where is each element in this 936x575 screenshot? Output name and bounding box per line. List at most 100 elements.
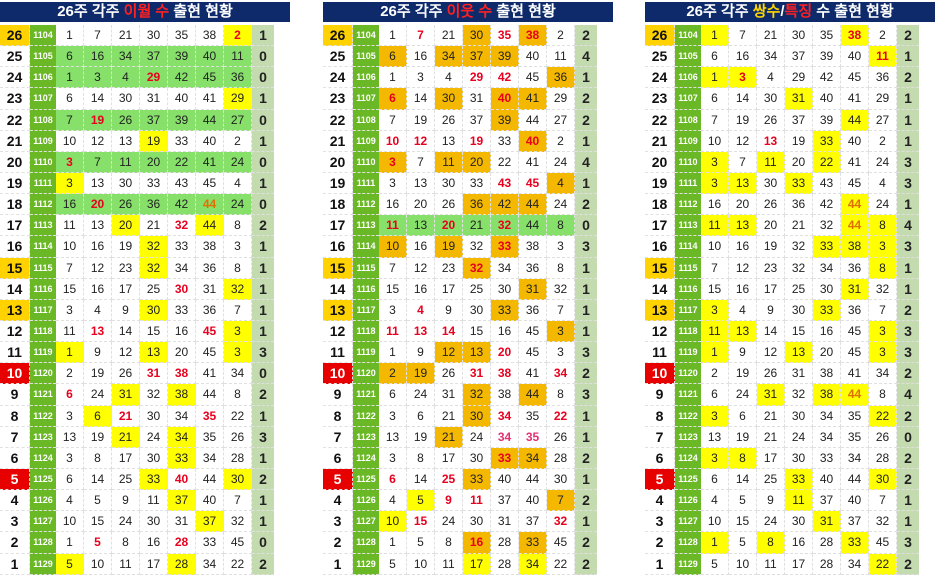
drawn-number: 10 xyxy=(701,236,729,258)
title-emphasis: 이웃 수 xyxy=(446,3,493,20)
title-pre: 26주 각주 xyxy=(57,3,124,20)
week-rank: 3 xyxy=(0,511,30,533)
drawn-number: 14 xyxy=(407,468,435,491)
week-rank: 1 xyxy=(323,553,353,575)
drawn-number: 31 xyxy=(112,384,140,406)
drawn-number: 19 xyxy=(463,130,491,152)
table-row: 17 1113 11 13 20 21 32 44 8 0 xyxy=(323,215,613,237)
drawn-number: 1 xyxy=(379,532,407,554)
drawn-number: 42 xyxy=(168,67,196,89)
drawn-number: 32 xyxy=(785,257,813,279)
drawn-number: 17 xyxy=(757,447,785,469)
drawn-number: 12 xyxy=(84,257,112,279)
week-rank: 24 xyxy=(645,67,675,89)
week-rank: 10 xyxy=(645,363,675,385)
drawn-number: 41 xyxy=(519,88,547,110)
drawn-number: 10 xyxy=(56,511,84,533)
draw-number: 1127 xyxy=(675,511,701,533)
draw-number: 1111 xyxy=(353,172,379,195)
drawn-number: 3 xyxy=(701,172,729,195)
drawn-number: 31 xyxy=(841,278,869,300)
appearance-count: 1 xyxy=(252,236,274,258)
drawn-number: 26 xyxy=(757,109,785,131)
drawn-number: 16 xyxy=(379,194,407,216)
drawn-number: 13 xyxy=(463,342,491,364)
drawn-number: 3 xyxy=(56,447,84,469)
drawn-number: 7 xyxy=(379,257,407,279)
drawn-number: 4 xyxy=(757,67,785,89)
draw-number: 1117 xyxy=(30,299,56,321)
drawn-number: 5 xyxy=(56,553,84,575)
week-rank: 2 xyxy=(645,532,675,554)
drawn-number: 1 xyxy=(701,67,729,89)
table-row: 19 1111 3 13 30 33 43 45 4 1 xyxy=(323,172,613,195)
drawn-number: 13 xyxy=(112,130,140,152)
table-row: 20 1110 3 7 11 20 22 41 24 4 xyxy=(323,151,613,173)
drawn-number: 4 xyxy=(112,67,140,89)
drawn-number: 28 xyxy=(168,532,196,554)
panel-neighbor: 26주 각주 이웃 수 출현 현황 26 1104 1 7 21 30 35 38 2 2 25 11… xyxy=(323,2,613,575)
bonus-number: 28 xyxy=(224,447,252,469)
drawn-number: 12 xyxy=(407,257,435,279)
appearance-count: 2 xyxy=(575,532,597,554)
week-rank: 11 xyxy=(323,342,353,364)
week-rank: 19 xyxy=(0,172,30,195)
drawn-number: 3 xyxy=(729,67,757,89)
drawn-number: 31 xyxy=(785,363,813,385)
appearance-count: 1 xyxy=(252,172,274,195)
drawn-number: 34 xyxy=(168,257,196,279)
drawn-number: 43 xyxy=(491,172,519,195)
bonus-number: 34 xyxy=(224,363,252,385)
drawn-number: 16 xyxy=(140,532,168,554)
appearance-count: 1 xyxy=(575,172,597,195)
drawn-number: 7 xyxy=(701,257,729,279)
draw-number: 1126 xyxy=(353,490,379,512)
bonus-number: 22 xyxy=(224,405,252,427)
draw-number: 1113 xyxy=(675,215,701,237)
draw-number: 1123 xyxy=(30,426,56,448)
week-rank: 15 xyxy=(323,257,353,279)
drawn-number: 1 xyxy=(56,25,84,47)
drawn-number: 15 xyxy=(729,511,757,533)
drawn-number: 19 xyxy=(729,426,757,448)
drawn-number: 25 xyxy=(785,278,813,300)
bonus-number: 4 xyxy=(547,172,575,195)
table-row: 5 1125 6 14 25 33 40 44 30 2 xyxy=(0,468,290,491)
drawn-number: 39 xyxy=(813,109,841,131)
drawn-number: 33 xyxy=(813,236,841,258)
appearance-count: 2 xyxy=(575,25,597,47)
drawn-number: 45 xyxy=(519,342,547,364)
week-rank: 23 xyxy=(645,88,675,110)
week-rank: 8 xyxy=(323,405,353,427)
drawn-number: 34 xyxy=(841,553,869,575)
drawn-number: 34 xyxy=(757,46,785,68)
appearance-count: 2 xyxy=(252,384,274,406)
drawn-number: 37 xyxy=(168,490,196,512)
appearance-count: 1 xyxy=(575,257,597,279)
drawn-number: 11 xyxy=(701,215,729,237)
appearance-count: 2 xyxy=(252,553,274,575)
bonus-number: 8 xyxy=(224,257,252,279)
drawn-number: 11 xyxy=(379,320,407,343)
bonus-number: 28 xyxy=(547,447,575,469)
drawn-number: 39 xyxy=(491,109,519,131)
week-rank: 7 xyxy=(323,426,353,448)
week-rank: 18 xyxy=(323,194,353,216)
appearance-count: 3 xyxy=(575,384,597,406)
bonus-number: 24 xyxy=(547,194,575,216)
drawn-number: 15 xyxy=(407,511,435,533)
drawn-number: 13 xyxy=(407,320,435,343)
week-rank: 6 xyxy=(323,447,353,469)
drawn-number: 34 xyxy=(491,426,519,448)
appearance-count: 0 xyxy=(575,215,597,237)
drawn-number: 36 xyxy=(140,194,168,216)
drawn-number: 7 xyxy=(729,25,757,47)
bonus-number: 32 xyxy=(869,278,897,300)
table-row: 25 1105 6 16 34 37 39 40 11 4 xyxy=(323,46,613,68)
table-row: 9 1121 6 24 31 32 38 44 8 3 xyxy=(323,384,613,406)
appearance-count: 1 xyxy=(575,67,597,89)
drawn-number: 44 xyxy=(196,109,224,131)
title-highlight: 쌍수 xyxy=(752,3,781,20)
bonus-number: 11 xyxy=(224,46,252,68)
week-rank: 5 xyxy=(323,468,353,491)
